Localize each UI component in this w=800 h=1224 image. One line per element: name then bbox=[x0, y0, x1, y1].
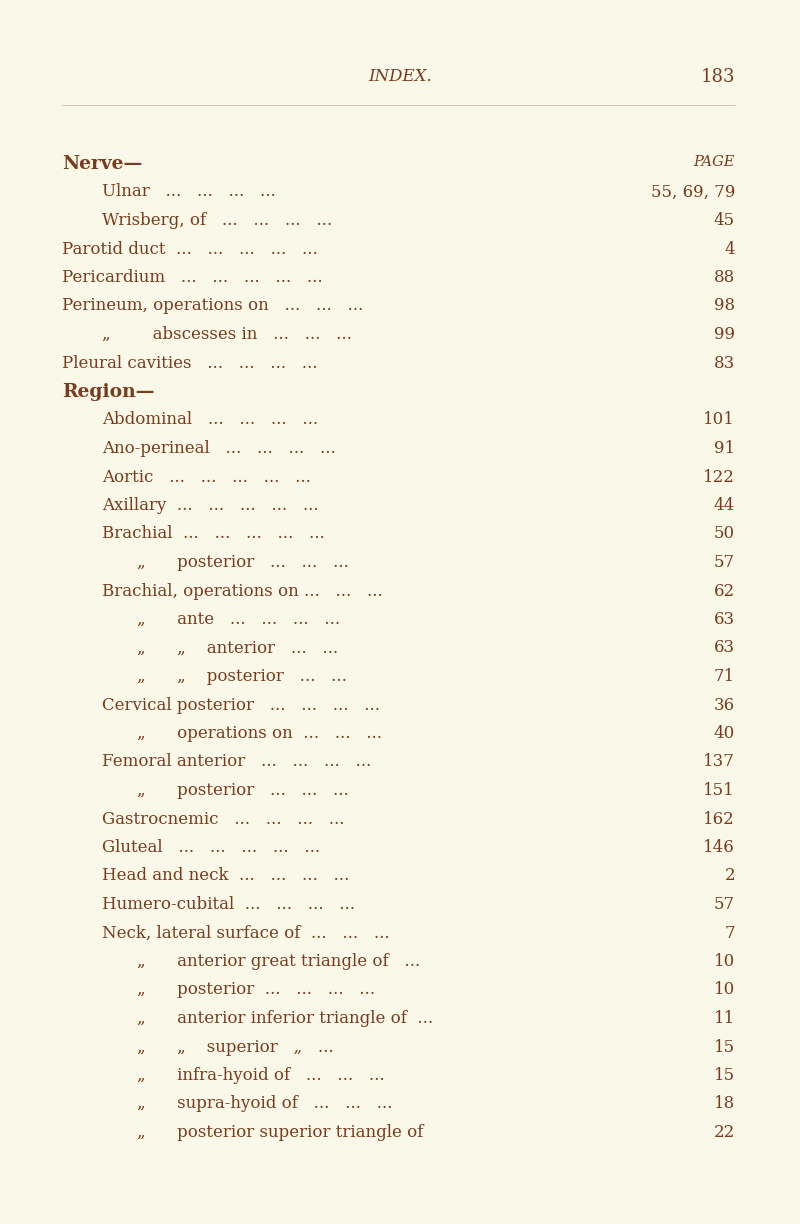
Text: Region—: Region— bbox=[62, 383, 154, 401]
Text: Gluteal   ...   ...   ...   ...   ...: Gluteal ... ... ... ... ... bbox=[102, 838, 320, 856]
Text: 98: 98 bbox=[714, 297, 735, 315]
Text: 50: 50 bbox=[714, 525, 735, 542]
Text: „      anterior great triangle of   ...: „ anterior great triangle of ... bbox=[137, 953, 420, 969]
Text: „      „    anterior   ...   ...: „ „ anterior ... ... bbox=[137, 639, 338, 656]
Text: Abdominal   ...   ...   ...   ...: Abdominal ... ... ... ... bbox=[102, 411, 318, 428]
Text: Cervical posterior   ...   ...   ...   ...: Cervical posterior ... ... ... ... bbox=[102, 696, 380, 714]
Text: 151: 151 bbox=[703, 782, 735, 799]
Text: INDEX.: INDEX. bbox=[368, 69, 432, 84]
Text: Neck, lateral surface of  ...   ...   ...: Neck, lateral surface of ... ... ... bbox=[102, 924, 390, 941]
Text: 101: 101 bbox=[703, 411, 735, 428]
Text: Parotid duct  ...   ...   ...   ...   ...: Parotid duct ... ... ... ... ... bbox=[62, 240, 318, 257]
Text: „      posterior superior triangle of: „ posterior superior triangle of bbox=[137, 1124, 423, 1141]
Text: 18: 18 bbox=[714, 1095, 735, 1113]
Text: PAGE: PAGE bbox=[694, 155, 735, 169]
Text: 71: 71 bbox=[714, 668, 735, 685]
Text: 62: 62 bbox=[714, 583, 735, 600]
Text: „      posterior   ...   ...   ...: „ posterior ... ... ... bbox=[137, 554, 349, 572]
Text: 63: 63 bbox=[714, 639, 735, 656]
Text: Brachial, operations on ...   ...   ...: Brachial, operations on ... ... ... bbox=[102, 583, 382, 600]
Text: 10: 10 bbox=[714, 953, 735, 969]
Text: Wrisberg, of   ...   ...   ...   ...: Wrisberg, of ... ... ... ... bbox=[102, 212, 332, 229]
Text: 57: 57 bbox=[714, 896, 735, 913]
Text: 55, 69, 79: 55, 69, 79 bbox=[650, 184, 735, 201]
Text: 63: 63 bbox=[714, 611, 735, 628]
Text: Aortic   ...   ...   ...   ...   ...: Aortic ... ... ... ... ... bbox=[102, 469, 311, 486]
Text: 2: 2 bbox=[724, 868, 735, 885]
Text: „      posterior  ...   ...   ...   ...: „ posterior ... ... ... ... bbox=[137, 982, 375, 999]
Text: Axillary  ...   ...   ...   ...   ...: Axillary ... ... ... ... ... bbox=[102, 497, 318, 514]
Text: 15: 15 bbox=[714, 1067, 735, 1084]
Text: 88: 88 bbox=[714, 269, 735, 286]
Text: 36: 36 bbox=[714, 696, 735, 714]
Text: Femoral anterior   ...   ...   ...   ...: Femoral anterior ... ... ... ... bbox=[102, 754, 371, 770]
Text: 146: 146 bbox=[703, 838, 735, 856]
Text: Brachial  ...   ...   ...   ...   ...: Brachial ... ... ... ... ... bbox=[102, 525, 325, 542]
Text: Humero-cubital  ...   ...   ...   ...: Humero-cubital ... ... ... ... bbox=[102, 896, 355, 913]
Text: 91: 91 bbox=[714, 439, 735, 457]
Text: 44: 44 bbox=[714, 497, 735, 514]
Text: 122: 122 bbox=[703, 469, 735, 486]
Text: „      operations on  ...   ...   ...: „ operations on ... ... ... bbox=[137, 725, 382, 742]
Text: Perineum, operations on   ...   ...   ...: Perineum, operations on ... ... ... bbox=[62, 297, 363, 315]
Text: „      posterior   ...   ...   ...: „ posterior ... ... ... bbox=[137, 782, 349, 799]
Text: „      infra-hyoid of   ...   ...   ...: „ infra-hyoid of ... ... ... bbox=[137, 1067, 385, 1084]
Text: „      anterior inferior triangle of  ...: „ anterior inferior triangle of ... bbox=[137, 1010, 433, 1027]
Text: 162: 162 bbox=[703, 810, 735, 827]
Text: „      ante   ...   ...   ...   ...: „ ante ... ... ... ... bbox=[137, 611, 340, 628]
Text: „      „    superior   „   ...: „ „ superior „ ... bbox=[137, 1038, 334, 1055]
Text: 15: 15 bbox=[714, 1038, 735, 1055]
Text: „      supra-hyoid of   ...   ...   ...: „ supra-hyoid of ... ... ... bbox=[137, 1095, 392, 1113]
Text: 11: 11 bbox=[714, 1010, 735, 1027]
Text: Nerve—: Nerve— bbox=[62, 155, 142, 173]
Text: 57: 57 bbox=[714, 554, 735, 572]
Text: 40: 40 bbox=[714, 725, 735, 742]
Text: Pericardium   ...   ...   ...   ...   ...: Pericardium ... ... ... ... ... bbox=[62, 269, 322, 286]
Text: 7: 7 bbox=[724, 924, 735, 941]
Text: 10: 10 bbox=[714, 982, 735, 999]
Text: 137: 137 bbox=[703, 754, 735, 770]
Text: Gastrocnemic   ...   ...   ...   ...: Gastrocnemic ... ... ... ... bbox=[102, 810, 345, 827]
Text: Ulnar   ...   ...   ...   ...: Ulnar ... ... ... ... bbox=[102, 184, 276, 201]
Text: 99: 99 bbox=[714, 326, 735, 343]
Text: „      „    posterior   ...   ...: „ „ posterior ... ... bbox=[137, 668, 347, 685]
Text: 22: 22 bbox=[714, 1124, 735, 1141]
Text: Pleural cavities   ...   ...   ...   ...: Pleural cavities ... ... ... ... bbox=[62, 355, 318, 372]
Text: „        abscesses in   ...   ...   ...: „ abscesses in ... ... ... bbox=[102, 326, 352, 343]
Text: Head and neck  ...   ...   ...   ...: Head and neck ... ... ... ... bbox=[102, 868, 350, 885]
Text: 45: 45 bbox=[714, 212, 735, 229]
Text: 4: 4 bbox=[724, 240, 735, 257]
Text: 183: 183 bbox=[701, 69, 735, 86]
Text: Ano-perineal   ...   ...   ...   ...: Ano-perineal ... ... ... ... bbox=[102, 439, 336, 457]
Text: 83: 83 bbox=[714, 355, 735, 372]
